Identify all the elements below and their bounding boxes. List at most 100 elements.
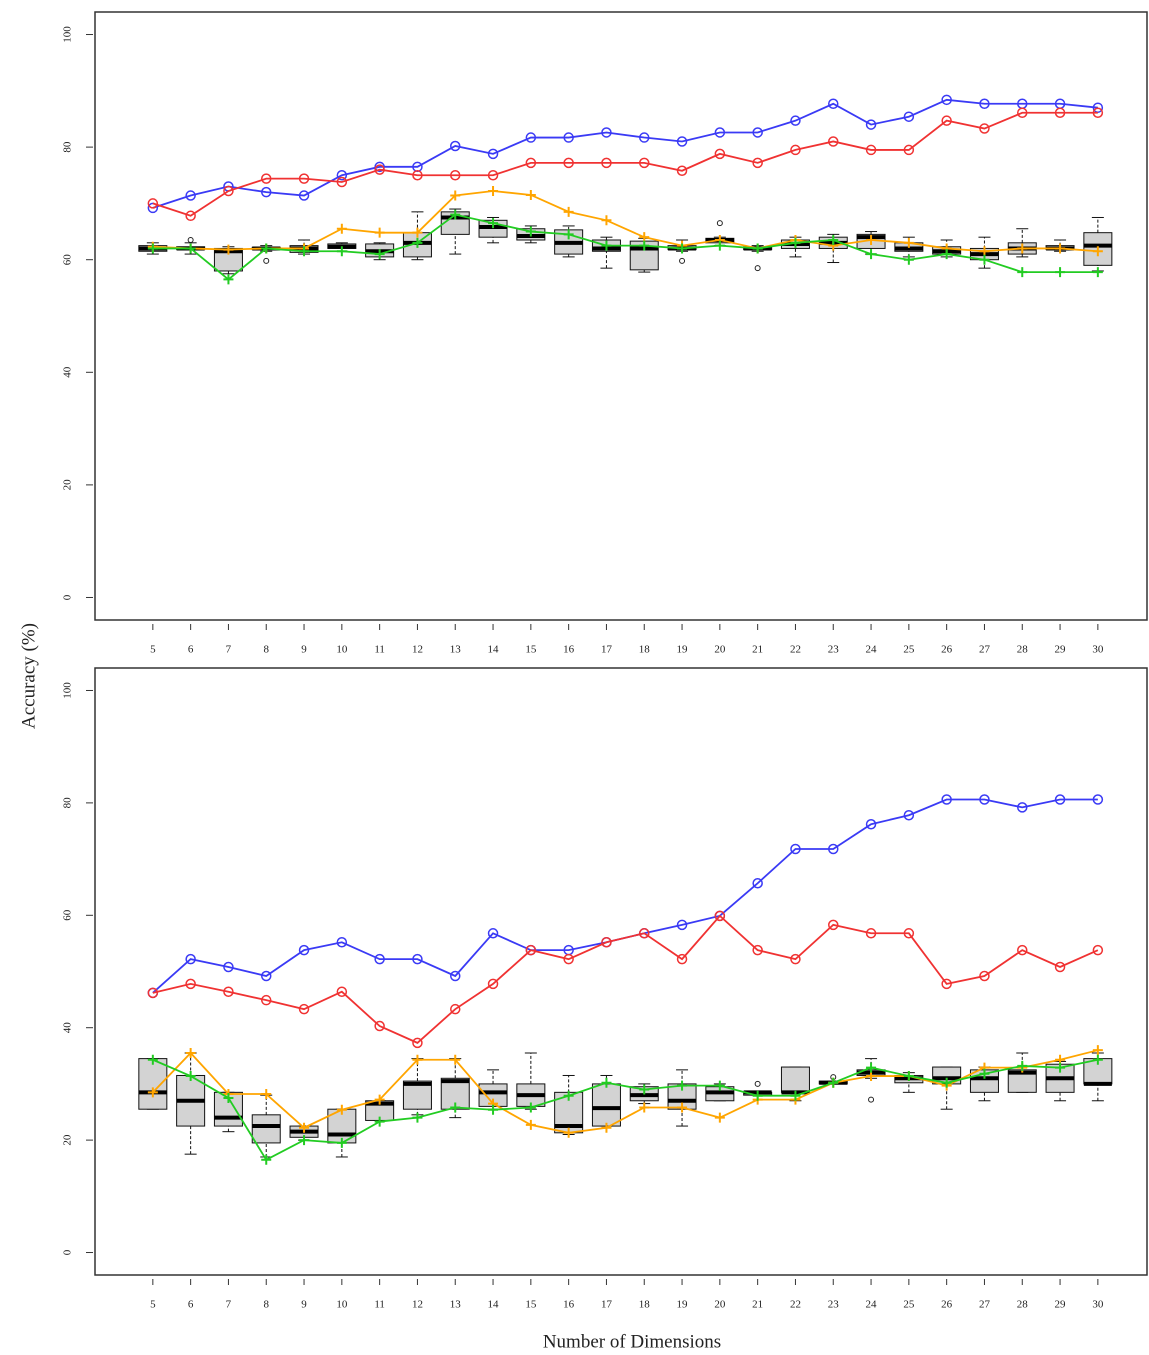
series-line (152, 98, 1098, 209)
series-marker (185, 978, 196, 990)
series-marker (374, 1020, 385, 1032)
series-marker (1092, 107, 1104, 119)
series-marker (299, 1135, 310, 1146)
series-marker (563, 157, 574, 169)
series-marker (336, 986, 348, 997)
series-marker (374, 1116, 385, 1127)
series-marker (223, 1092, 234, 1103)
x-tick-label: 8 (263, 644, 269, 656)
series-marker (979, 123, 990, 134)
series-marker (488, 186, 499, 197)
x-tick-label: 29 (1055, 1299, 1067, 1311)
x-tick-label: 18 (639, 1299, 651, 1311)
series-marker (638, 157, 650, 169)
x-tick-label: 11 (374, 1299, 385, 1311)
x-tick-label: 28 (1017, 1299, 1029, 1311)
series-marker (1017, 107, 1028, 119)
series-line (152, 213, 1098, 281)
series-marker (563, 132, 574, 143)
series-marker (449, 140, 461, 152)
series-marker (223, 274, 234, 285)
outlier (868, 1096, 875, 1103)
series-marker (638, 928, 650, 939)
x-tick-label: 18 (639, 644, 651, 656)
series-marker (601, 157, 612, 169)
series-marker (979, 98, 990, 110)
series-marker (298, 944, 310, 956)
series-marker (223, 986, 234, 997)
series-marker (828, 919, 839, 931)
x-tick-label: 16 (563, 644, 575, 656)
y-tick-label: 60 (62, 254, 74, 266)
series-marker (299, 1122, 310, 1133)
series-marker (676, 165, 688, 177)
series-marker (1092, 944, 1104, 956)
x-tick-label: 9 (301, 1299, 307, 1311)
x-tick-label: 10 (336, 1299, 348, 1311)
series-marker (790, 115, 801, 126)
outlier (754, 265, 761, 272)
series-marker (828, 843, 839, 855)
series-marker (1092, 794, 1104, 805)
series-marker (487, 170, 499, 181)
x-tick-label: 8 (263, 1299, 269, 1311)
x-tick-label: 26 (941, 644, 953, 656)
series-marker (714, 127, 726, 138)
series-marker (866, 1071, 877, 1082)
x-tick-label: 27 (979, 1299, 991, 1311)
series-marker (412, 1112, 423, 1123)
x-tick-label: 22 (790, 644, 801, 656)
y-tick-label: 40 (62, 366, 74, 378)
series-marker (903, 928, 915, 939)
series-marker (412, 170, 423, 181)
x-tick-label: 23 (828, 1299, 840, 1311)
series-line (152, 798, 1098, 994)
series-marker (563, 229, 574, 240)
series-marker (979, 246, 990, 257)
x-tick-label: 21 (752, 644, 763, 656)
series-marker (601, 127, 612, 138)
series-marker (1017, 802, 1028, 813)
series-marker (298, 173, 310, 184)
series-marker (601, 240, 612, 251)
series-line (152, 1058, 1099, 1161)
series-marker (147, 987, 159, 999)
series-marker (1055, 243, 1066, 254)
series-marker (488, 1104, 499, 1115)
series-marker (1017, 267, 1028, 278)
series-marker (677, 1080, 688, 1091)
series-marker (1054, 107, 1066, 119)
series-marker (677, 243, 688, 254)
series-marker (638, 132, 650, 143)
series-marker (450, 1054, 461, 1065)
series-marker (790, 1090, 801, 1101)
series-line (152, 190, 1098, 253)
series-marker (336, 176, 348, 188)
x-tick-label: 20 (714, 1299, 726, 1311)
x-tick-label: 15 (525, 1299, 537, 1311)
series-marker (828, 235, 839, 245)
x-tick-label: 19 (677, 1299, 689, 1311)
series-marker (450, 190, 461, 201)
series-line (152, 1049, 1099, 1134)
series-marker (601, 1077, 612, 1088)
x-tick-label: 19 (677, 644, 689, 656)
series-marker (752, 157, 763, 169)
y-axis-title: Accuracy (%) (18, 623, 39, 729)
x-tick-label: 12 (412, 1299, 423, 1311)
x-tick-label: 17 (601, 1299, 613, 1311)
y-tick-label: 100 (62, 682, 74, 699)
series-marker (790, 144, 801, 156)
series-marker (260, 970, 272, 982)
series-marker (752, 878, 763, 889)
series-marker (185, 1048, 196, 1058)
series-marker (487, 978, 499, 990)
series-marker (752, 127, 763, 138)
series-marker (866, 249, 877, 260)
series-marker (147, 198, 159, 209)
series-marker (639, 240, 650, 251)
series-marker (412, 227, 423, 238)
series-marker (487, 928, 499, 939)
series-line (152, 111, 1098, 217)
series-marker (752, 243, 763, 254)
